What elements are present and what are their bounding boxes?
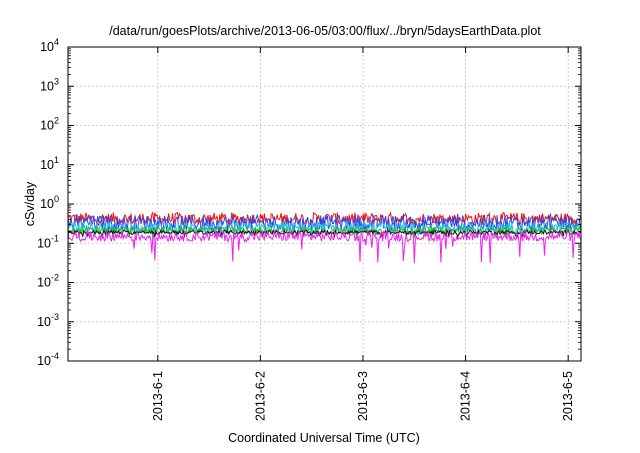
x-axis-label: Coordinated Universal Time (UTC)	[228, 431, 420, 445]
series-line	[67, 210, 582, 228]
y-tick-label: 104	[40, 37, 59, 54]
series-layer	[67, 210, 582, 264]
chart-title: /data/run/goesPlots/archive/2013-06-05/0…	[109, 24, 541, 38]
x-tick-label: 2013-6-4	[459, 371, 473, 421]
x-tick-label: 2013-6-5	[561, 371, 575, 421]
tick-layer	[68, 46, 581, 362]
y-tick-label: 10-2	[37, 273, 59, 290]
series-line	[67, 228, 582, 240]
series-line	[67, 229, 582, 264]
y-tick-label: 10-4	[37, 351, 59, 368]
x-tick-labels: 2013-6-1 2013-6-2 2013-6-3 2013-6-4 2013-6-5	[151, 371, 575, 421]
grid-layer	[68, 47, 581, 361]
y-tick-label: 101	[40, 155, 59, 172]
y-tick-label: 10-1	[37, 233, 59, 250]
y-tick-label: 10-3	[37, 312, 59, 329]
x-tick-label: 2013-6-2	[253, 371, 267, 421]
x-tick-label: 2013-6-1	[151, 371, 165, 421]
y-tick-label: 103	[40, 76, 59, 93]
y-tick-label: 102	[40, 116, 59, 133]
x-tick-label: 2013-6-3	[356, 371, 370, 421]
y-tick-labels: 10-4 10-3 10-2 10-1 100 101 102 103 104	[37, 37, 59, 368]
y-tick-label: 100	[40, 194, 59, 211]
y-axis-label: cSv/day	[23, 181, 37, 226]
